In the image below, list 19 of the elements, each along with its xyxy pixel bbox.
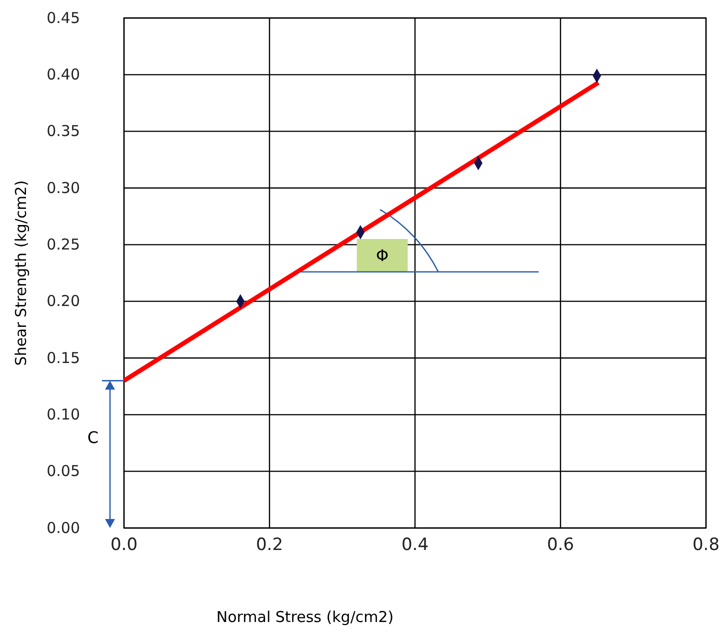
x-tick-label: 0.8 <box>692 535 720 556</box>
y-tick-label: 0.25 <box>46 235 80 254</box>
y-tick-label: 0.00 <box>46 518 80 537</box>
x-tick-label: 0.6 <box>546 535 574 556</box>
x-tick-label: 0.0 <box>110 535 138 556</box>
y-tick-label: 0.45 <box>46 8 80 27</box>
text: C <box>87 428 99 447</box>
y-tick-label: 0.15 <box>46 348 80 367</box>
x-tick-label: 0.2 <box>256 535 284 556</box>
y-tick-label: 0.10 <box>46 405 80 424</box>
y-tick-label: 0.30 <box>46 178 80 197</box>
y-tick-label: 0.05 <box>46 462 80 480</box>
y-tick-label: 0.35 <box>46 122 80 140</box>
x-axis-title: Normal Stress (kg/cm2) <box>216 608 394 626</box>
y-tick-label: 0.40 <box>46 65 80 84</box>
annotation: Φ <box>376 246 389 266</box>
x-tick-label: 0.4 <box>401 535 429 556</box>
y-axis-title: Shear Strength (kg/cm2) <box>12 180 30 366</box>
y-tick-label: 0.20 <box>46 292 80 310</box>
